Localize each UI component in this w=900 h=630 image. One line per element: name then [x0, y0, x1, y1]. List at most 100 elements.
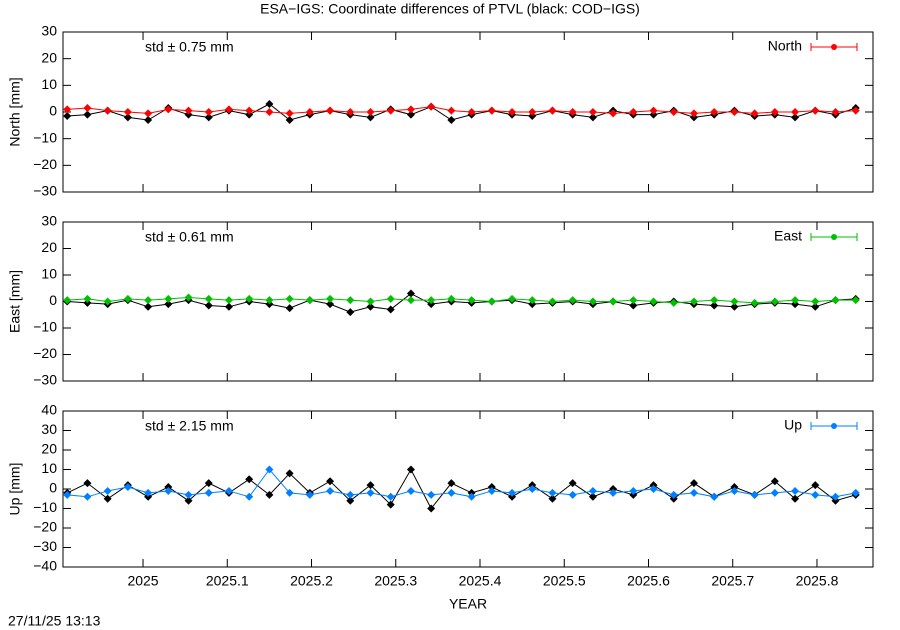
y-tick-label: 30	[41, 213, 57, 229]
data-point	[204, 113, 213, 122]
y-tick-label: −40	[33, 558, 57, 574]
data-point	[164, 486, 173, 495]
data-point	[285, 116, 294, 124]
y-tick-label: −30	[33, 538, 57, 554]
data-point	[791, 113, 800, 122]
x-tick-label: 2025.8	[796, 573, 839, 589]
data-point	[184, 106, 193, 115]
data-point	[649, 106, 658, 115]
legend-label: Up	[784, 417, 802, 433]
y-tick-label: −20	[33, 519, 57, 535]
x-tick-label: 2025.6	[627, 573, 670, 589]
data-point	[123, 113, 132, 122]
data-point	[750, 298, 759, 307]
data-point	[568, 490, 577, 499]
data-point	[447, 116, 456, 124]
x-tick-label: 2025	[127, 573, 158, 589]
y-tick-label: −20	[33, 156, 57, 172]
data-point	[609, 297, 618, 306]
y-tick-label: 30	[41, 23, 57, 39]
y-tick-label: 0	[49, 480, 57, 496]
y-tick-label: 0	[49, 292, 57, 308]
data-point	[224, 486, 233, 495]
data-point	[346, 296, 355, 305]
data-point	[245, 106, 254, 115]
data-point	[649, 485, 658, 493]
data-point	[710, 492, 719, 501]
data-point	[346, 496, 355, 505]
data-point	[123, 483, 132, 492]
data-point	[305, 108, 314, 116]
data-point	[791, 108, 800, 116]
data-point	[427, 490, 436, 499]
data-point	[508, 488, 517, 497]
data-point	[427, 102, 436, 111]
data-point	[406, 486, 415, 495]
data-point	[123, 108, 132, 116]
data-point	[831, 296, 840, 305]
data-point	[386, 106, 395, 115]
data-point	[245, 294, 254, 303]
data-point	[326, 486, 335, 495]
data-point	[83, 110, 92, 119]
data-point	[164, 294, 173, 303]
data-point	[326, 294, 335, 303]
data-point	[710, 108, 719, 116]
x-tick-label: 2025.7	[711, 573, 754, 589]
y-tick-label: 20	[41, 49, 57, 65]
data-point	[791, 486, 800, 495]
y-tick-label: 20	[41, 239, 57, 255]
data-point	[588, 297, 597, 306]
data-point	[770, 108, 779, 116]
x-tick-label: 2025.2	[290, 573, 333, 589]
y-tick-label: 10	[41, 266, 57, 282]
data-point	[265, 296, 274, 305]
data-point	[83, 104, 92, 112]
data-point	[366, 113, 375, 122]
data-point	[406, 465, 415, 474]
data-point	[326, 300, 335, 309]
data-point	[791, 296, 800, 305]
data-point	[568, 479, 577, 488]
data-point	[447, 106, 456, 115]
data-point	[63, 296, 72, 305]
data-point	[851, 488, 860, 497]
data-point	[689, 479, 698, 488]
data-point	[346, 490, 355, 499]
data-point	[103, 106, 112, 115]
data-point	[730, 108, 739, 116]
data-point	[588, 492, 597, 501]
data-point	[528, 296, 537, 305]
data-point	[285, 488, 294, 497]
data-point	[669, 298, 678, 307]
plot-border	[62, 221, 874, 382]
data-point	[164, 300, 173, 309]
y-tick-label: 0	[49, 103, 57, 119]
data-point	[649, 297, 658, 306]
data-point	[224, 105, 233, 114]
data-point	[305, 296, 314, 305]
data-point	[184, 496, 193, 505]
y-tick-label: −30	[33, 183, 57, 199]
data-point	[265, 490, 274, 499]
data-point	[427, 504, 436, 513]
data-point	[811, 302, 820, 311]
data-point	[204, 108, 213, 116]
data-point	[669, 490, 678, 499]
data-point	[406, 110, 415, 119]
legend-label: North	[768, 38, 802, 54]
data-point	[467, 296, 476, 305]
data-point	[770, 297, 779, 306]
data-point	[548, 488, 557, 497]
data-point	[83, 479, 92, 488]
series-line	[67, 468, 856, 498]
data-point	[588, 113, 597, 122]
data-point	[144, 109, 153, 118]
data-point	[285, 469, 294, 478]
data-point	[326, 106, 335, 115]
data-point	[144, 302, 153, 311]
data-point	[144, 296, 153, 305]
data-point	[811, 106, 820, 115]
annotation: std ± 0.61 mm	[145, 229, 234, 245]
y-tick-label: 30	[41, 421, 57, 437]
